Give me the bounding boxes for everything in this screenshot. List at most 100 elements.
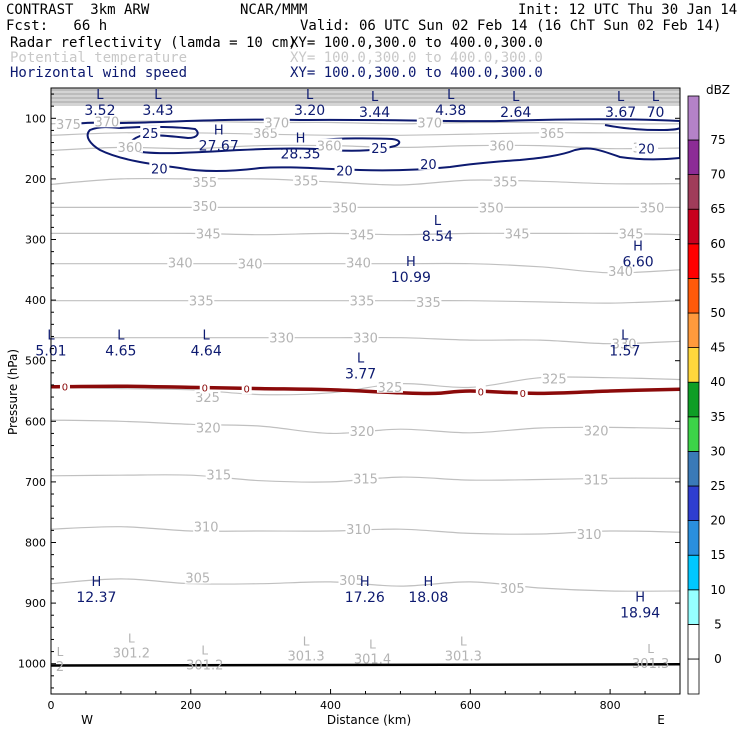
wind-extremum-value: 12.37 (76, 590, 116, 606)
theta-label-305: 305 (185, 572, 210, 587)
theta-label-315: 315 (353, 472, 378, 487)
theta-extremum-marker: L (128, 632, 135, 646)
y-tick-label: 200 (25, 173, 46, 186)
layer-reflectivity-name: Radar reflectivity (lamda = 10 cm) (10, 35, 297, 51)
theta-extremum-marker: L (647, 642, 654, 656)
theta-extremum-marker: L (57, 645, 64, 659)
theta-label-bg (167, 255, 194, 269)
org-label: NCAR/MMM (240, 2, 308, 18)
x-tick-label: 600 (460, 699, 481, 712)
wind-label-20: 20 (151, 163, 168, 178)
theta-label-335: 335 (416, 296, 441, 311)
colorbar-level-label: 45 (710, 341, 725, 355)
colorbar-level-label: 15 (710, 548, 725, 562)
colorbar-level-label: 65 (710, 202, 725, 216)
theta-label-370: 370 (417, 117, 442, 132)
wind-extremum-value: 4.64 (191, 344, 222, 360)
theta-label-345: 345 (505, 227, 530, 242)
colorbar-level-label: 55 (710, 271, 725, 285)
wind-label-bg (140, 125, 161, 139)
wind-extremum-marker: L (154, 88, 162, 103)
theta-label-bg (345, 255, 372, 269)
theta-label-bg (583, 423, 610, 437)
x-tick-label: 400 (320, 699, 341, 712)
wind-extremum-value: 2.64 (500, 105, 531, 121)
theta-label-365: 365 (540, 127, 565, 142)
theta-label-bg (352, 471, 379, 485)
wind-extremum-marker: L (357, 352, 365, 367)
zero-dbz-label-bg (199, 381, 210, 394)
theta-label-bg (345, 522, 372, 536)
colorbar-bin-25 (687, 450, 700, 487)
wind-extremum-marker: L (652, 90, 660, 105)
wind-extremum-value: 3.77 (345, 367, 376, 383)
theta-label-bg (205, 467, 232, 481)
colorbar-level-label: 35 (710, 410, 725, 424)
theta-label-340: 340 (238, 258, 263, 273)
theta-label-bg (492, 174, 519, 188)
theta-label-bg (639, 200, 666, 214)
theta-label-320: 320 (584, 424, 609, 439)
y-tick-label: 400 (25, 294, 46, 307)
theta-label-350: 350 (479, 201, 504, 216)
theta-label-340: 340 (346, 257, 371, 272)
theta-label-bg (293, 173, 320, 187)
east-label: E (657, 713, 665, 727)
theta-label-350: 350 (192, 200, 217, 215)
y-axis-title: Pressure (hPa) (6, 349, 20, 435)
wind-extremum-value: 4.65 (105, 344, 136, 360)
layer-reflectivity-xy: XY= 100.0,300.0 to 400.0,300.0 (290, 35, 543, 51)
theta-label-340: 340 (608, 265, 633, 280)
wind-extremum-marker: L (117, 329, 125, 344)
theta-contour-355 (51, 177, 680, 186)
theta-label-bg (237, 256, 264, 270)
theta-label-355: 355 (192, 176, 217, 191)
theta-extremum-marker: L (303, 635, 310, 649)
wind-contour-25-left (119, 125, 401, 155)
wind-label-20: 20 (420, 158, 437, 173)
theta-label-330: 330 (612, 338, 637, 353)
theta-label-bg (499, 580, 526, 594)
wind-label-25: 25 (371, 142, 388, 157)
wind-extremum-marker: L (203, 329, 211, 344)
theta-label-330: 330 (269, 332, 294, 347)
theta-extremum-value: 301.3 (287, 650, 324, 665)
wind-label-20: 20 (638, 143, 655, 158)
zero-dbz-label: 0 (202, 384, 208, 395)
colorbar-level-label: 0 (714, 652, 722, 666)
theta-label-310: 310 (346, 523, 371, 538)
theta-label-bg (93, 114, 120, 128)
wind-label-bg (149, 161, 170, 175)
layer-wind-name: Horizontal wind speed (10, 65, 188, 81)
colorbar-level-label: 60 (710, 237, 725, 251)
theta-label-355: 355 (493, 175, 518, 190)
theta-extremum-marker: L (460, 635, 467, 649)
wind-extremum-marker: H (424, 575, 434, 590)
theta-contours (51, 120, 680, 592)
wind-extremum-value: 18.08 (408, 590, 448, 606)
theta-label-bg (195, 226, 222, 240)
theta-label-bg (607, 264, 634, 278)
theta-label-bg (195, 420, 222, 434)
colorbar-unit: dBZ (706, 83, 730, 97)
y-tick-label: 700 (25, 476, 46, 489)
wind-extremum-marker: H (360, 575, 370, 590)
x-tick-label: 0 (48, 699, 55, 712)
y-tick-label: 1000 (18, 658, 46, 671)
theta-extremum-value: 301.4 (354, 653, 391, 668)
x-tick-label: 800 (600, 699, 621, 712)
theta-label-350: 350 (640, 201, 665, 216)
theta-label-bg (316, 138, 343, 152)
theta-label-360: 360 (118, 141, 143, 156)
colorbar-level-label: 5 (714, 617, 722, 631)
theta-label-bg (349, 423, 376, 437)
colorbar-bin-20 (687, 485, 700, 521)
valid-time: Valid: 06 UTC Sun 02 Feb 14 (16 ChT Sun … (300, 18, 722, 34)
theta-label-335: 335 (350, 295, 375, 310)
theta-label-bg (55, 116, 82, 130)
theta-label-325: 325 (195, 391, 220, 406)
wind-extremum-value: 10.99 (391, 270, 431, 286)
zero-dbz-label: 0 (244, 384, 250, 395)
model-title: CONTRAST 3km ARW (6, 2, 150, 18)
reflectivity-zero-contour (51, 384, 680, 396)
